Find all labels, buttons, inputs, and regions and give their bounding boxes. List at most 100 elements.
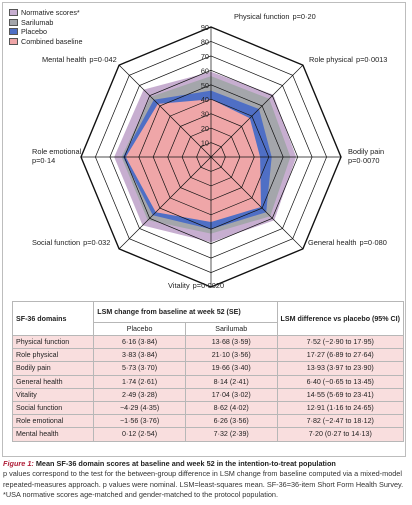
cell-diff: 14·55 (5·69 to 23·41) xyxy=(276,387,405,402)
cell-placebo: 0·12 (2·54) xyxy=(93,427,186,442)
legend-entry: Normative scores* xyxy=(9,8,83,18)
axis-label-name: Physical function xyxy=(234,12,289,21)
axis-label-name: Role emotional xyxy=(32,147,82,156)
axis-label-p: p=0·032 xyxy=(83,238,110,247)
axis-label: Mental health p=0·042 xyxy=(42,55,117,64)
table-row: Vitality 2·49 (3·28) 17·04 (3·02) 14·55 (5·… xyxy=(11,387,405,402)
subheader-placebo: Placebo xyxy=(93,322,186,336)
tick-label: 40 xyxy=(201,95,209,104)
axis-label-name: Mental health xyxy=(42,55,86,64)
cell-placebo: 2·49 (3·28) xyxy=(93,387,186,402)
axis-label: Role physical p=0·0013 xyxy=(309,55,387,64)
table-row: Social function −4·29 (4·35) 8·62 (4·02) 12… xyxy=(11,400,405,416)
cell-placebo: −1·56 (3·76) xyxy=(93,414,186,429)
table-row: Mental health 0·12 (2·54) 7·32 (2·39) 7·20 … xyxy=(11,427,405,442)
legend-entry: Combined baseline xyxy=(9,37,83,47)
cell-diff: 12·91 (1·16 to 24·65) xyxy=(276,400,405,416)
legend-label: Sarilumab xyxy=(21,17,54,27)
axis-spoke xyxy=(210,156,304,250)
figure-title: Mean SF-36 domain scores at baseline and… xyxy=(35,459,336,468)
axis-label: Physical function p=0·20 xyxy=(234,12,316,21)
series-area-3 xyxy=(125,99,261,222)
axis-label-p: p=0·0020 xyxy=(193,281,224,290)
cell-placebo: 1·74 (2·61) xyxy=(93,374,186,389)
cell-domain: Social function xyxy=(11,400,95,416)
axis-label-name: Social function xyxy=(32,238,80,247)
axis-label-p: p=0·20 xyxy=(292,12,315,21)
col-header-domain: SF-36 domains xyxy=(11,301,95,336)
legend-swatch xyxy=(9,38,18,46)
figure-label: Figure 1: xyxy=(3,459,34,468)
table-row: Role physical 3·83 (3·84) 21·10 (3·56) 17·2… xyxy=(11,348,405,363)
cell-diff: 7·82 (−2·47 to 18·12) xyxy=(276,414,405,429)
cell-sarilumab: 7·32 (2·39) xyxy=(184,427,278,442)
tick-label: 60 xyxy=(201,66,209,75)
cell-placebo: 6·16 (3·84) xyxy=(93,334,186,350)
legend-swatch xyxy=(9,9,18,17)
cell-sarilumab: 17·04 (3·02) xyxy=(184,387,278,402)
cell-sarilumab: 21·10 (3·56) xyxy=(184,348,278,363)
table-row: Physical function 6·16 (3·84) 13·68 (3·59)… xyxy=(11,334,405,350)
cell-domain: Role emotional xyxy=(11,414,95,429)
cell-diff: 13·93 (3·97 to 23·90) xyxy=(276,361,405,376)
cell-diff: 6·40 (−0·65 to 13·45) xyxy=(276,374,405,389)
axis-label-name: Role physical xyxy=(309,55,353,64)
cell-placebo: 5·73 (3·70) xyxy=(93,361,186,376)
axis-label-name: Vitality xyxy=(168,281,190,290)
tick-label: 10 xyxy=(201,139,209,148)
cell-sarilumab: 6·26 (3·56) xyxy=(184,414,278,429)
legend-label: Normative scores* xyxy=(21,8,80,17)
figure-caption: Figure 1: Mean SF-36 domain scores at ba… xyxy=(3,459,409,501)
legend-entry: Placebo xyxy=(9,27,83,37)
cell-sarilumab: 13·68 (3·59) xyxy=(184,334,278,350)
cell-domain: General health xyxy=(11,374,95,389)
axis-label-name: General health xyxy=(308,238,356,247)
table-row: Bodily pain 5·73 (3·70) 19·66 (3·40) 13·93 … xyxy=(11,361,405,376)
axis-spoke xyxy=(118,156,212,250)
legend-swatch xyxy=(9,28,18,36)
cell-diff: 17·27 (6·89 to 27·64) xyxy=(276,348,405,363)
axis-label: General health p=0·080 xyxy=(308,238,387,247)
cell-placebo: 3·83 (3·84) xyxy=(93,348,186,363)
table-row: General health 1·74 (2·61) 8·14 (2·41) 6·40… xyxy=(11,374,405,389)
axis-label-p: p=0·080 xyxy=(359,238,386,247)
subheader-sarilumab: Sarilumab xyxy=(184,322,278,336)
legend-entry: Sarilumab xyxy=(9,18,83,28)
tick-label: 90 xyxy=(201,23,209,32)
cell-diff: 7·20 (0·27 to 14·13) xyxy=(276,427,405,442)
legend-label: Placebo xyxy=(21,27,47,37)
cell-domain: Physical function xyxy=(11,334,95,350)
tick-label: 50 xyxy=(201,81,209,90)
axis-label-p: p=0·042 xyxy=(89,55,116,64)
tick-label: 80 xyxy=(201,37,209,46)
axis-spoke xyxy=(210,64,304,158)
cell-domain: Bodily pain xyxy=(11,361,95,376)
cell-domain: Mental health xyxy=(11,427,95,442)
axis-label-p: p=0·14 xyxy=(32,156,55,165)
cell-domain: Role physical xyxy=(11,348,95,363)
legend-swatch xyxy=(9,18,18,26)
axis-label-p: p=0·0013 xyxy=(356,55,387,64)
cell-domain: Vitality xyxy=(11,387,95,402)
figure-caption-body: p values correspond to the test for the … xyxy=(3,469,404,500)
legend-label: Combined baseline xyxy=(21,36,83,46)
cell-diff: 7·52 (−2·90 to 17·95) xyxy=(276,334,405,350)
col-header-lsm-diff: LSM difference vs placebo (95% CI) xyxy=(276,301,405,336)
cell-sarilumab: 8·62 (4·02) xyxy=(184,400,278,416)
table-row: Role emotional −1·56 (3·76) 6·26 (3·56) 7·8… xyxy=(11,414,405,429)
chart-legend: Normative scores* Sarilumab Placebo Combine… xyxy=(9,8,83,47)
axis-label-p: p=0·0070 xyxy=(348,156,379,165)
cell-sarilumab: 8·14 (2·41) xyxy=(184,374,278,389)
sf36-table: SF-36 domains LSM change from baseline a… xyxy=(11,301,405,442)
tick-label: 30 xyxy=(201,110,209,119)
axis-label: Vitality p=0·0020 xyxy=(168,281,224,290)
axis-label: Social function p=0·032 xyxy=(32,238,110,247)
cell-sarilumab: 19·66 (3·40) xyxy=(184,361,278,376)
tick-label: 70 xyxy=(201,52,209,61)
axis-spoke xyxy=(118,64,212,158)
tick-label: 20 xyxy=(201,124,209,133)
radar-chart: 10 20 30 40 50 60 70 80 90 Physical function p=0·2… xyxy=(32,12,387,290)
cell-placebo: −4·29 (4·35) xyxy=(93,400,186,416)
axis-label-name: Bodily pain xyxy=(348,147,384,156)
figure-panel: 10 20 30 40 50 60 70 80 90 Physical function p=0·2… xyxy=(2,2,406,457)
